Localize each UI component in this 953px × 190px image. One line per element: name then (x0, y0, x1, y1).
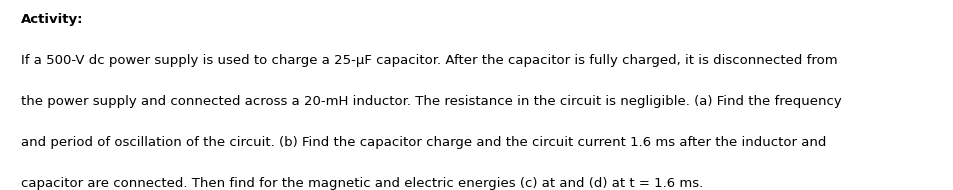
Text: capacitor are connected. Then find for the magnetic and electric energies (c) at: capacitor are connected. Then find for t… (21, 177, 702, 190)
Text: and period of oscillation of the circuit. (b) Find the capacitor charge and the : and period of oscillation of the circuit… (21, 136, 825, 149)
Text: Activity:: Activity: (21, 13, 84, 26)
Text: the power supply and connected across a 20-mH inductor. The resistance in the ci: the power supply and connected across a … (21, 95, 841, 108)
Text: If a 500-V dc power supply is used to charge a 25-μF capacitor. After the capaci: If a 500-V dc power supply is used to ch… (21, 54, 837, 67)
